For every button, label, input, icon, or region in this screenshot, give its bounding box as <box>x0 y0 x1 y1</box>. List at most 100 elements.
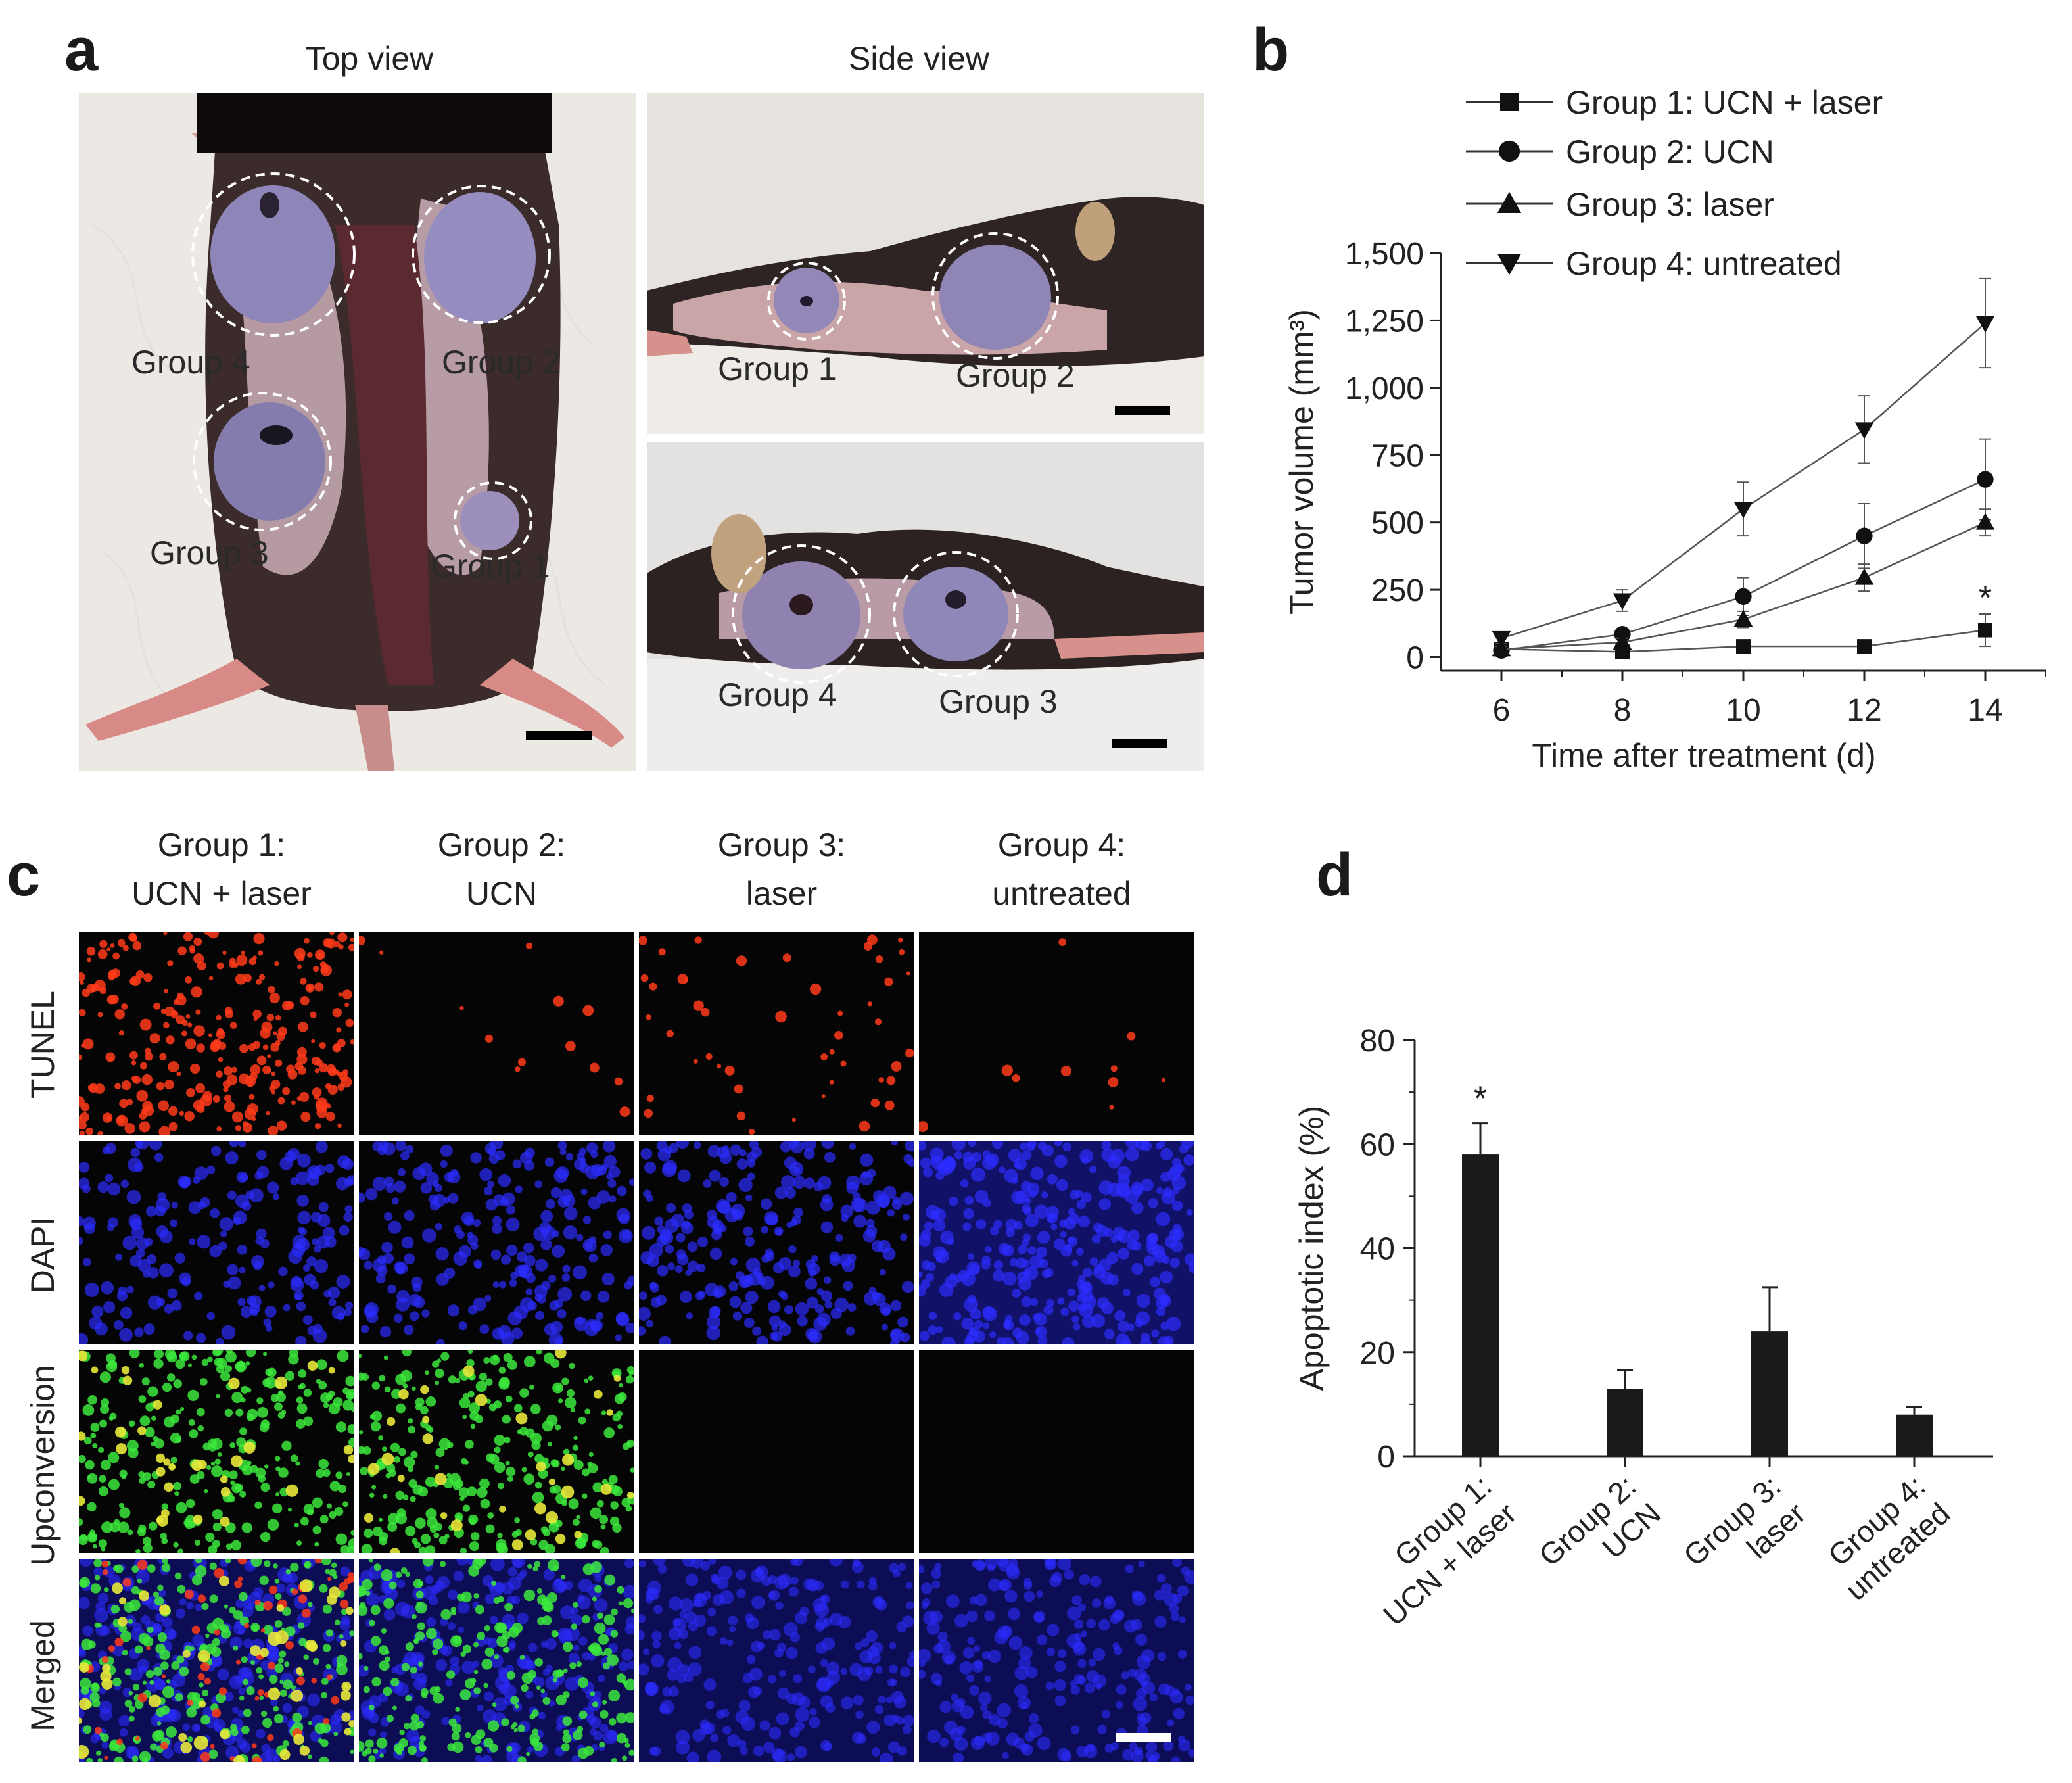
cell <box>131 1565 139 1573</box>
cell <box>125 1746 139 1759</box>
cell <box>919 1234 931 1247</box>
cell <box>153 1002 161 1010</box>
cell <box>968 1141 976 1147</box>
cell <box>483 1682 488 1688</box>
cell <box>554 1298 563 1308</box>
cell <box>282 1679 293 1690</box>
y-tick-label: 80 <box>1360 1024 1395 1058</box>
cell <box>124 1668 132 1676</box>
cell <box>820 1198 834 1212</box>
cell <box>757 1642 765 1650</box>
cell <box>525 942 533 949</box>
cell <box>156 1721 162 1726</box>
cell <box>267 1054 271 1058</box>
cell <box>768 1675 777 1684</box>
cell <box>174 1491 179 1496</box>
cell <box>373 1563 381 1571</box>
cell <box>959 1661 973 1675</box>
cell <box>590 1150 598 1158</box>
row-label-dapi: DAPI <box>24 1216 61 1294</box>
cell <box>621 1648 634 1661</box>
cell <box>391 1666 399 1674</box>
cell <box>667 1262 675 1270</box>
cell <box>247 1414 255 1421</box>
cell <box>707 1145 721 1158</box>
cell <box>483 1186 493 1196</box>
cell <box>746 1151 757 1162</box>
cell <box>1060 1066 1071 1077</box>
cell <box>193 953 204 964</box>
cell <box>370 1605 381 1615</box>
cell <box>578 1416 586 1425</box>
cell <box>1012 1327 1023 1338</box>
cell <box>824 1151 836 1163</box>
cell <box>454 1512 463 1521</box>
cell <box>760 1275 774 1290</box>
cell <box>755 1565 768 1579</box>
cell <box>486 1181 494 1188</box>
cell <box>588 1236 597 1244</box>
cell <box>785 1646 798 1659</box>
cell <box>191 1575 203 1586</box>
cell <box>166 1726 177 1738</box>
cell <box>791 1215 802 1225</box>
cell <box>820 1740 832 1751</box>
cell <box>175 1359 185 1369</box>
cell <box>555 1350 567 1359</box>
x-tick-label: 6 <box>1493 693 1511 728</box>
cell <box>504 1602 513 1611</box>
cell <box>341 1076 352 1088</box>
cell <box>590 1164 603 1177</box>
cell <box>505 1460 510 1466</box>
cell <box>872 1190 885 1202</box>
cell <box>413 1296 425 1308</box>
cell <box>118 1030 124 1036</box>
cell <box>859 1650 873 1663</box>
cell <box>434 1465 440 1470</box>
cell <box>1112 1227 1125 1239</box>
cell <box>190 1063 200 1074</box>
cell <box>79 1717 83 1724</box>
cell <box>128 1599 141 1611</box>
cell <box>821 1594 830 1604</box>
cell <box>184 1589 194 1600</box>
cell <box>281 1607 291 1616</box>
cell <box>868 1581 878 1591</box>
cell <box>346 1389 354 1399</box>
cell <box>101 1281 114 1295</box>
cell <box>191 986 202 998</box>
cell <box>402 1383 408 1389</box>
cell <box>561 1575 566 1580</box>
cell <box>290 1563 299 1572</box>
cell <box>878 1696 886 1704</box>
cell <box>367 1463 380 1475</box>
cell <box>297 1226 304 1233</box>
cell <box>379 1660 390 1671</box>
cell <box>806 1579 820 1592</box>
cell <box>962 1647 975 1659</box>
cell <box>206 1465 212 1471</box>
cell <box>778 1290 786 1298</box>
cell <box>1148 1198 1158 1208</box>
cell <box>534 1657 543 1667</box>
cell <box>307 1360 318 1371</box>
cell <box>960 1179 969 1188</box>
cell <box>101 1655 109 1663</box>
cell <box>535 1258 548 1272</box>
cell <box>285 1484 298 1497</box>
cell <box>658 948 666 956</box>
cell <box>499 1506 506 1513</box>
cell <box>552 1579 567 1594</box>
cell <box>137 1578 143 1584</box>
cell <box>159 1053 167 1060</box>
cell <box>475 1755 483 1762</box>
cell <box>86 984 96 993</box>
cell <box>363 1686 370 1694</box>
cell <box>566 1389 575 1398</box>
cell <box>200 1751 210 1762</box>
cell <box>1014 1665 1029 1680</box>
cell <box>335 1177 349 1191</box>
cell <box>542 1598 550 1605</box>
cell <box>746 1655 756 1665</box>
cell <box>534 1481 542 1489</box>
